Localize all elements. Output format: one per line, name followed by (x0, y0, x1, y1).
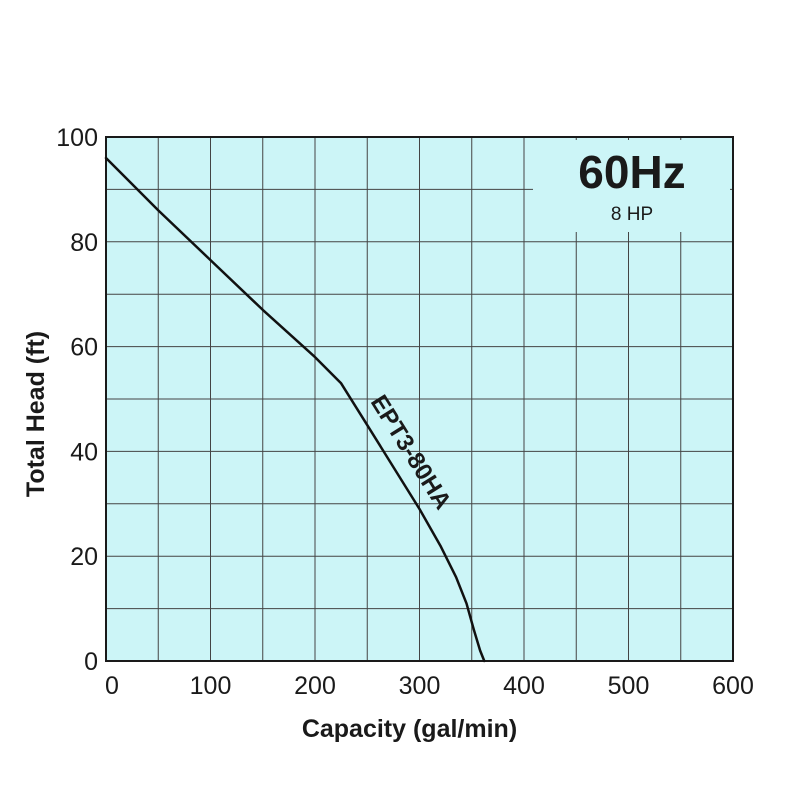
title-background (533, 140, 730, 232)
x-axis-title: Capacity (gal/min) (302, 715, 517, 743)
chart-subtitle: 8 HP (611, 204, 653, 225)
plot-frame (105, 136, 734, 662)
y-axis-ticks: 0 20 40 60 80 100 (56, 124, 98, 676)
x-tick-label: 600 (712, 672, 754, 700)
series-line (104, 156, 486, 663)
y-axis-title: Total Head (ft) (22, 331, 50, 497)
y-tick-label: 60 (70, 334, 98, 362)
y-tick-label: 20 (70, 543, 98, 571)
y-tick-label: 40 (70, 438, 98, 466)
x-tick-label: 500 (608, 672, 650, 700)
x-tick-label: 100 (190, 672, 232, 700)
x-tick-label: 0 (105, 672, 119, 700)
y-tick-label: 100 (56, 124, 98, 152)
x-tick-label: 200 (294, 672, 336, 700)
chart-title: 60Hz (578, 146, 685, 198)
x-tick-label: 300 (399, 672, 441, 700)
x-axis-ticks: 0 100 200 300 400 500 600 (105, 672, 754, 700)
y-tick-label: 80 (70, 229, 98, 257)
x-tick-label: 400 (503, 672, 545, 700)
y-tick-label: 0 (84, 648, 98, 676)
